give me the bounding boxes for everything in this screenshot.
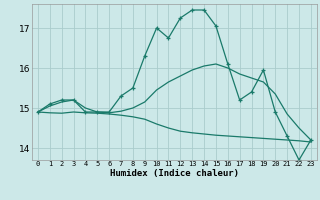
X-axis label: Humidex (Indice chaleur): Humidex (Indice chaleur) [110,169,239,178]
